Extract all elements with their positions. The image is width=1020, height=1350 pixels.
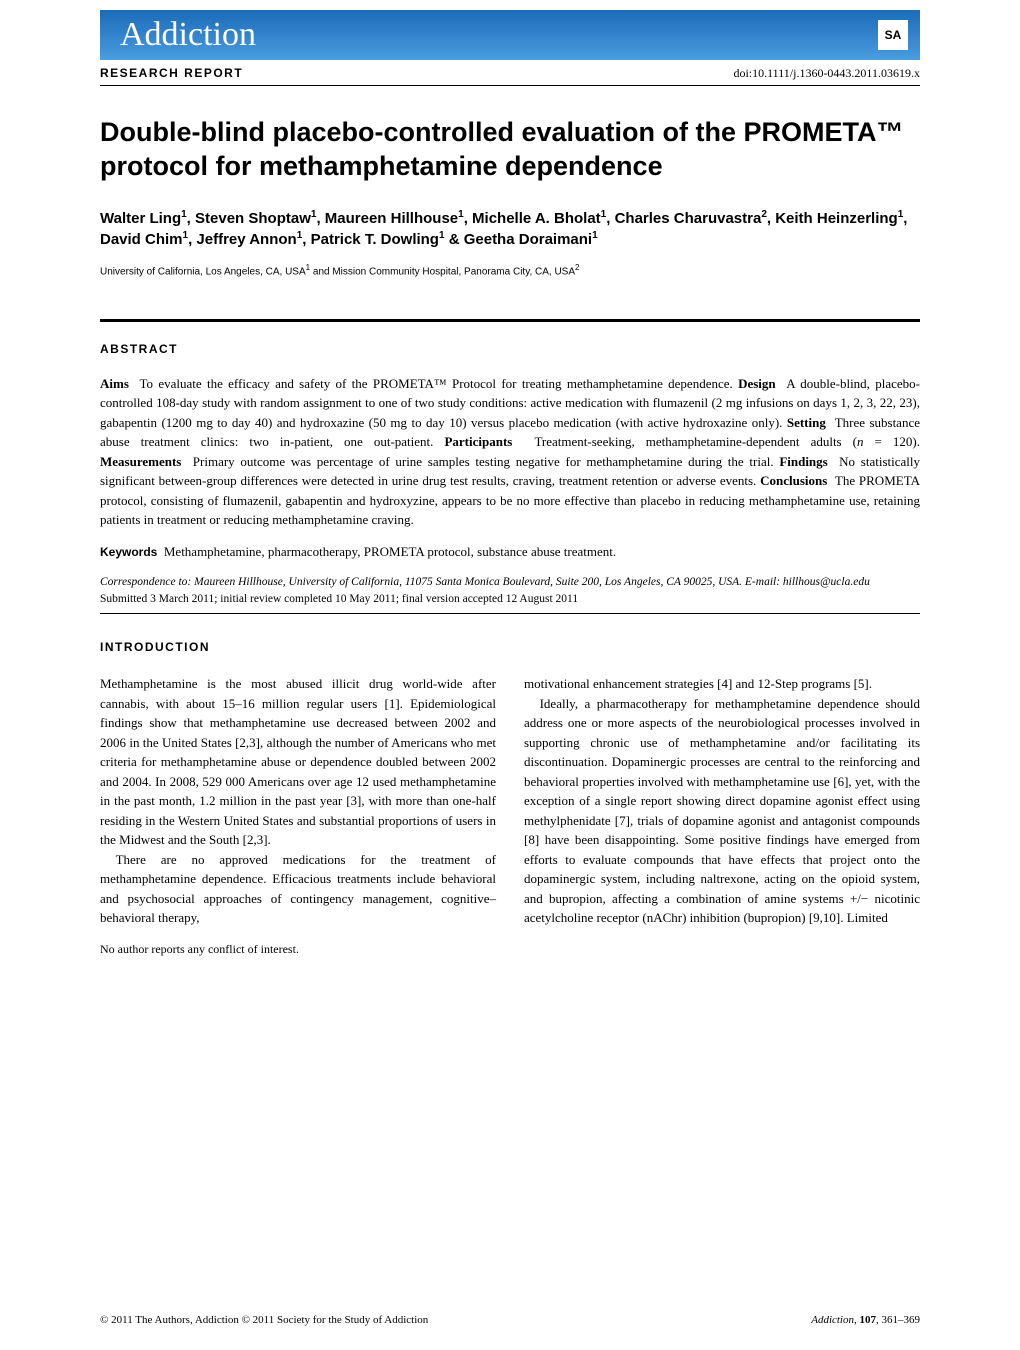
page-container: Addiction SA RESEARCH REPORT doi:10.1111… xyxy=(0,10,1020,987)
intro-col2-p2: Ideally, a pharmacotherapy for methamphe… xyxy=(524,694,920,928)
correspondence: Correspondence to: Maureen Hillhouse, Un… xyxy=(100,574,920,591)
conflict-statement: No author reports any conflict of intere… xyxy=(100,942,920,957)
two-column-body: INTRODUCTION Methamphetamine is the most… xyxy=(100,618,920,928)
affiliations: University of California, Los Angeles, C… xyxy=(100,262,920,279)
keywords-text: Methamphetamine, pharmacotherapy, PROMET… xyxy=(164,544,616,559)
report-type: RESEARCH REPORT xyxy=(100,66,243,80)
journal-name: Addiction xyxy=(120,16,256,54)
journal-logo-icon: SA xyxy=(878,20,908,50)
column-left: INTRODUCTION Methamphetamine is the most… xyxy=(100,618,496,928)
intro-col2-p1: motivational enhancement strategies [4] … xyxy=(524,674,920,694)
intro-col1-p2: There are no approved medications for th… xyxy=(100,850,496,928)
keywords-line: Keywords Methamphetamine, pharmacotherap… xyxy=(100,544,920,560)
rule-thick-top xyxy=(100,319,920,322)
keywords-label: Keywords xyxy=(100,545,157,559)
journal-banner: Addiction SA xyxy=(100,10,920,60)
rule-thin-mid xyxy=(100,613,920,614)
column-right: . motivational enhancement strategies [4… xyxy=(524,618,920,928)
authors: Walter Ling1, Steven Shoptaw1, Maureen H… xyxy=(100,208,920,250)
abstract-heading: ABSTRACT xyxy=(100,342,920,356)
footer-citation: Addiction, 107, 361–369 xyxy=(811,1314,920,1326)
abstract-body: Aims To evaluate the efficacy and safety… xyxy=(100,374,920,530)
submitted-line: Submitted 3 March 2011; initial review c… xyxy=(100,593,920,605)
introduction-heading: INTRODUCTION xyxy=(100,638,496,656)
doi: doi:10.1111/j.1360-0443.2011.03619.x xyxy=(733,66,920,81)
article-title: Double-blind placebo-controlled evaluati… xyxy=(100,116,920,184)
page-footer: © 2011 The Authors, Addiction © 2011 Soc… xyxy=(100,1314,920,1326)
meta-row: RESEARCH REPORT doi:10.1111/j.1360-0443.… xyxy=(100,60,920,86)
intro-col1-p1: Methamphetamine is the most abused illic… xyxy=(100,674,496,850)
footer-copyright: © 2011 The Authors, Addiction © 2011 Soc… xyxy=(100,1314,428,1326)
